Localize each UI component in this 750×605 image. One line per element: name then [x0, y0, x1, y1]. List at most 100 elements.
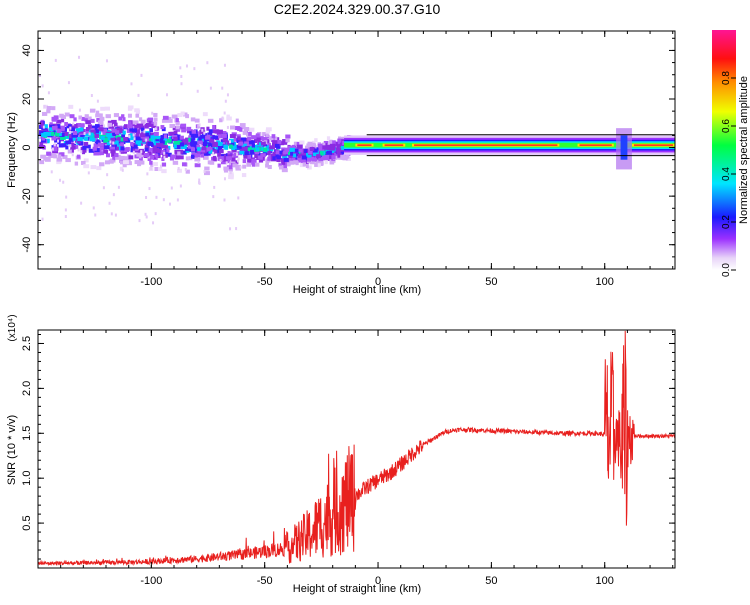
spectrogram-cell [136, 123, 141, 128]
spectrogram-cell [155, 139, 160, 144]
spectrogram-cell [323, 151, 329, 156]
spectrogram-cell [90, 165, 97, 170]
x-tick-label: 100 [596, 276, 614, 288]
snr-y-label: SNR (10 * v/v) [6, 415, 18, 485]
spectrogram-cell [213, 185, 216, 189]
spectrogram-cell [86, 144, 91, 149]
spectrogram-cell [64, 112, 70, 117]
spectrogram-cell [64, 122, 68, 127]
spectrogram-cell [167, 138, 172, 143]
spectrogram-cell [86, 148, 89, 152]
spectrogram-cell [144, 212, 147, 216]
spectrogram-cell [113, 138, 120, 143]
spectrogram-cell [78, 130, 84, 135]
spectrogram-cell [212, 125, 216, 130]
spectrogram-cell [227, 151, 231, 156]
spectrogram-cell [244, 141, 249, 146]
spectrogram-cell [90, 118, 95, 123]
spectrogram-cell [145, 196, 148, 200]
spectrogram-cell [254, 150, 260, 155]
spectrogram-cell [57, 137, 61, 142]
spectrogram-cell [149, 160, 153, 165]
spectrogram-cell [217, 152, 221, 157]
spectrogram-cell [130, 141, 134, 146]
spectrogram-cell [177, 113, 183, 118]
spectrogram-cell [99, 146, 104, 151]
spectrogram-cell [219, 118, 223, 123]
spectrogram-cell [111, 119, 117, 124]
spectrogram-cell [281, 168, 288, 173]
spectrogram-cell [117, 185, 120, 189]
spectrogram-cell [48, 127, 54, 132]
spectrogram-cell [144, 147, 151, 152]
spectrogram-cell [251, 135, 257, 140]
spectrogram-cell [299, 140, 305, 145]
spectrogram-cell [154, 166, 159, 171]
spectrogram-cell [284, 140, 288, 145]
colorbar-ticks: 0.0 0.2 0.4 0.6 0.8 [721, 71, 736, 277]
y-tick-label: 1.5 [21, 426, 33, 441]
spectrogram-cell [309, 160, 315, 165]
spectrogram-cell [41, 111, 48, 116]
spectrogram-cell [345, 156, 351, 161]
spectrogram-cell [306, 143, 312, 148]
spectrogram-marks [38, 55, 675, 231]
spectrogram-disturbance [620, 135, 628, 160]
spectrogram-cell [39, 121, 44, 126]
spectrogram-cell [101, 135, 108, 140]
spectrogram-cell [71, 153, 74, 157]
spectrogram-cell [179, 184, 182, 188]
spectrogram-cell [132, 133, 135, 137]
spectrogram-cell [281, 160, 286, 165]
spectrogram-cell [132, 150, 135, 154]
spectrogram-cell [172, 160, 179, 165]
spectrogram-cell [128, 135, 131, 139]
spectrogram-cell [203, 169, 206, 173]
spectrogram-cell [193, 67, 196, 71]
spectrogram-cell [188, 135, 193, 140]
spectrogram-cell [206, 61, 209, 65]
spectrogram-cell [244, 151, 249, 156]
spectrogram-cell [140, 73, 143, 77]
spectrogram-cell [83, 141, 89, 146]
spectrogram-cell [326, 150, 332, 155]
spectrogram-cell [220, 131, 227, 136]
spectrogram-cell [58, 143, 64, 148]
spectrogram-cell [174, 155, 180, 160]
spectrogram-cell [110, 149, 116, 154]
spectrogram-cell [140, 153, 146, 158]
spectrogram-cell [56, 132, 62, 137]
spectrogram-cell [203, 131, 206, 135]
spectrogram-cell [329, 146, 336, 151]
spectrogram-cell [57, 139, 60, 143]
spectrogram-cell [120, 142, 124, 147]
spectrogram-cell [237, 136, 241, 141]
spectrogram-cell [106, 153, 110, 158]
spectrogram-cell [112, 132, 116, 137]
spectrogram-cell [102, 186, 105, 190]
spectrogram-cell [322, 154, 328, 159]
spectrogram-cell [224, 145, 229, 150]
spectrogram-cell [128, 155, 134, 160]
spectrogram-cell [108, 159, 114, 164]
spectrogram-cell [200, 153, 205, 158]
spectrogram-cell [104, 149, 109, 154]
spectrogram-cell [272, 143, 277, 148]
spectrogram-cell [41, 136, 46, 141]
spectrogram-cell [114, 153, 119, 158]
spectrogram-cell [318, 157, 324, 162]
spectrogram-cell [247, 154, 252, 159]
spectrogram-cell [223, 111, 226, 115]
spectrogram-cell [209, 86, 212, 90]
spectrogram-cell [223, 157, 228, 162]
spectrogram-cell [297, 158, 302, 163]
spectrogram-cell [156, 135, 163, 140]
spectrogram-cell [87, 124, 92, 129]
spectrogram-cell [204, 166, 210, 171]
spectrogram-cell [296, 152, 300, 157]
spectrogram-cell [120, 146, 125, 151]
spectrogram-cell [152, 146, 157, 151]
spectrogram-cell [180, 111, 185, 116]
spectrogram-cell [320, 161, 324, 166]
